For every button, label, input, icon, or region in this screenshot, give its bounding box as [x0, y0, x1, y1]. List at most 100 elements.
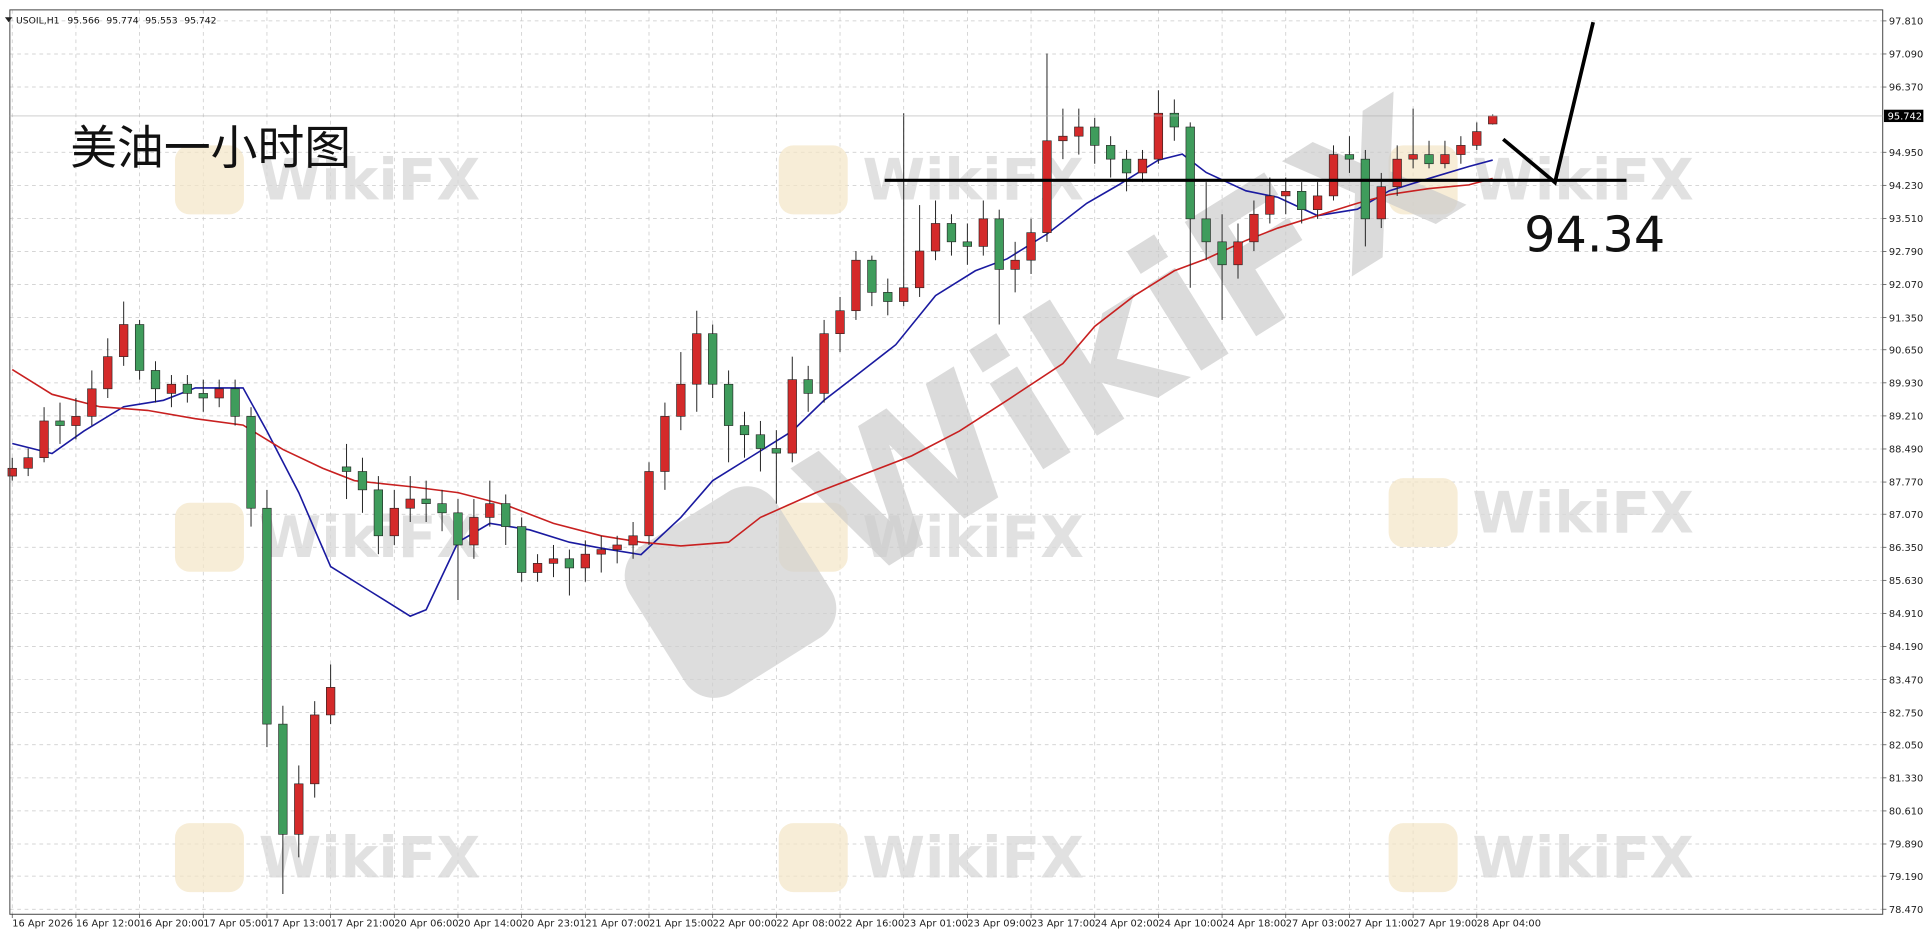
candle-body	[628, 535, 638, 546]
y-tick-label: 92.790	[1889, 247, 1923, 258]
candle-body	[660, 416, 670, 472]
candle-body	[644, 471, 654, 537]
candle	[437, 489, 447, 532]
candle-body	[1010, 259, 1020, 270]
candle	[994, 209, 1004, 325]
candle-body	[1440, 154, 1450, 165]
candle-body	[1392, 158, 1402, 188]
candle	[962, 223, 972, 265]
candle-body	[771, 448, 781, 454]
watermark-text: WikiFX	[259, 148, 480, 214]
candle-body	[1185, 126, 1195, 220]
candle-body	[1456, 145, 1466, 155]
candle-body	[501, 503, 511, 527]
candle	[596, 535, 606, 573]
y-tick-label: 87.770	[1889, 478, 1923, 489]
candle-body	[835, 310, 845, 335]
y-tick-label: 94.950	[1889, 148, 1923, 159]
candle	[1153, 90, 1164, 164]
candle	[1042, 53, 1052, 242]
candle	[1376, 172, 1386, 229]
current-price-box	[1883, 109, 1924, 123]
candle-body	[150, 370, 161, 390]
candle	[1297, 182, 1307, 224]
candle-body	[230, 388, 240, 417]
y-tick-label: 85.630	[1889, 576, 1923, 587]
candle	[946, 214, 957, 256]
plot-frame	[9, 9, 1884, 915]
candle-body	[357, 471, 368, 491]
candle-body	[1249, 213, 1259, 243]
candle	[708, 324, 718, 398]
axes: 97.810 97.090 96.370 94.950 94.230 93.510 92.7…	[9, 9, 1924, 930]
candle	[1169, 99, 1179, 141]
annotations: 美油一小时图 94.34	[70, 21, 1665, 264]
candle	[580, 540, 590, 582]
candle-body	[166, 383, 177, 394]
candle	[230, 379, 240, 426]
candle-body	[739, 425, 750, 436]
candle	[198, 379, 208, 412]
candle	[278, 705, 288, 895]
candle-body	[819, 333, 829, 394]
candle	[867, 255, 877, 307]
candle-body	[1042, 140, 1052, 233]
candle-body	[723, 383, 734, 426]
x-tick-label: 17 Apr 21:00	[331, 919, 395, 930]
candle-body	[612, 544, 622, 550]
y-tick-label: 97.810	[1889, 17, 1923, 28]
candle	[564, 549, 575, 596]
candle	[87, 370, 97, 426]
candle	[485, 480, 495, 527]
candle-body	[23, 457, 33, 469]
candle-body	[1376, 186, 1386, 220]
header-open: 95.566	[67, 15, 99, 26]
moving-averages	[11, 153, 1493, 618]
candle-body	[692, 333, 702, 385]
candle-body	[915, 250, 925, 289]
candle	[1137, 149, 1148, 183]
candle	[1344, 136, 1355, 173]
candle-body	[1121, 158, 1132, 174]
y-tick-label: 93.510	[1889, 214, 1923, 225]
candle	[326, 664, 336, 725]
candle	[883, 278, 893, 316]
x-tick-label: 23 Apr 17:00	[1031, 919, 1095, 930]
candle-body	[134, 324, 145, 371]
candle	[373, 476, 383, 555]
y-tick-label: 78.470	[1889, 905, 1923, 916]
candle	[803, 365, 813, 412]
candles	[7, 53, 1498, 895]
candle	[1440, 140, 1450, 169]
x-tick-label: 20 Apr 23:01	[522, 919, 586, 930]
candle-body	[517, 526, 527, 573]
y-tick-label: 79.190	[1889, 872, 1923, 883]
x-tick-label: 21 Apr 15:00	[649, 919, 713, 930]
candle	[294, 765, 304, 858]
candle-body	[7, 467, 17, 477]
grid	[9, 9, 1883, 915]
watermark-icon	[778, 145, 848, 215]
candle	[1392, 145, 1402, 196]
candle-body	[851, 259, 861, 312]
y-tick-label: 97.090	[1889, 50, 1923, 61]
candle	[1281, 177, 1291, 215]
candle	[119, 301, 129, 366]
candle	[389, 489, 399, 545]
candle	[150, 361, 161, 403]
header: USOIL,H1 95.566 95.774 95.553 95.742	[4, 15, 217, 26]
candle-body	[103, 356, 113, 390]
candle-body	[1217, 241, 1227, 266]
candle-body	[548, 558, 559, 564]
x-tick-label: 27 Apr 11:00	[1349, 919, 1413, 930]
candle	[214, 379, 224, 408]
candle-body	[1328, 154, 1339, 197]
candle-body	[867, 259, 877, 293]
candle	[930, 200, 941, 261]
candle-body	[421, 498, 431, 504]
x-tick-label: 22 Apr 08:00	[776, 919, 840, 930]
candle-body	[1169, 112, 1179, 128]
candle	[134, 319, 145, 380]
